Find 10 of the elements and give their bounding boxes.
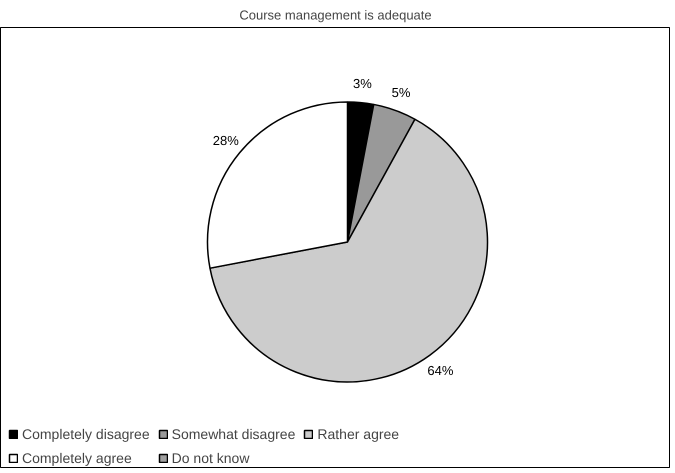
data-label: 3%: [352, 76, 372, 92]
legend-label: Somewhat disagree: [172, 426, 296, 442]
data-label: 28%: [212, 133, 240, 148]
data-label: 64%: [427, 363, 454, 378]
legend-label: Completely agree: [22, 450, 132, 466]
chart-title: Course management is adequate: [239, 8, 432, 22]
legend-label: Rather agree: [317, 426, 400, 442]
legend-label: Do not know: [172, 450, 250, 466]
data-label: 5%: [392, 84, 411, 100]
legend-label: Completely disagree: [22, 426, 150, 442]
